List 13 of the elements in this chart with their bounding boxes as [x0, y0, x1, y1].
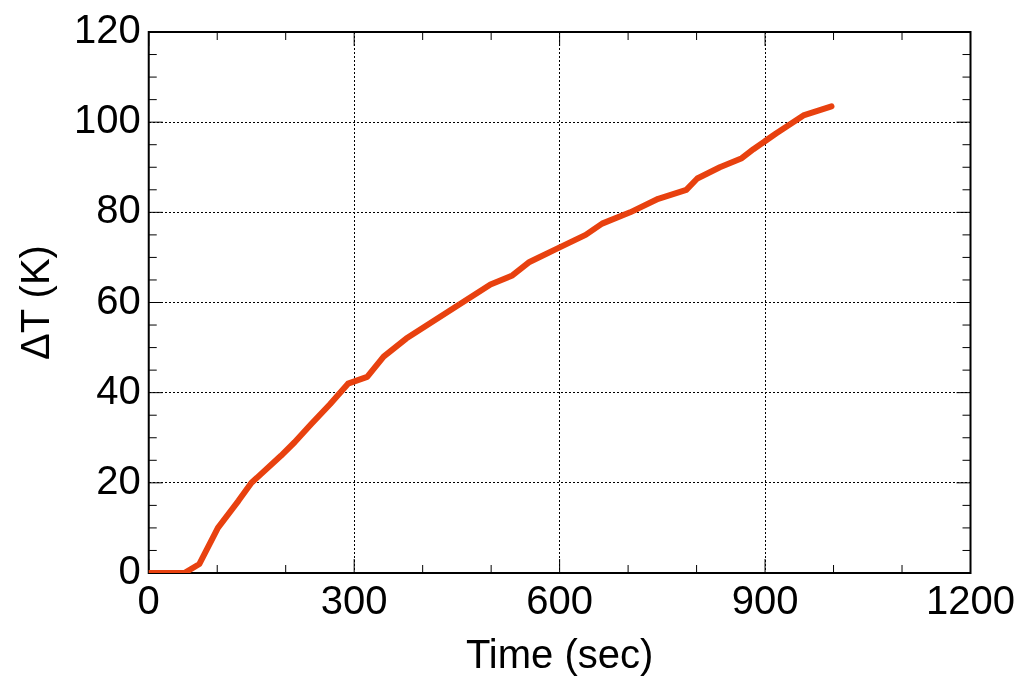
- y-tick-label: 60: [96, 277, 141, 322]
- x-tick-label: 1200: [926, 578, 1015, 623]
- x-axis-title: Time (sec): [465, 632, 654, 677]
- y-tick-label: 100: [73, 97, 141, 142]
- x-tick-label: 600: [526, 578, 593, 623]
- x-tick-label: 900: [731, 578, 799, 623]
- y-tick-label: 120: [73, 7, 141, 52]
- x-tick-label: 300: [320, 578, 388, 623]
- y-axis-title: ΔT (K): [13, 245, 58, 360]
- y-tick-label: 80: [96, 187, 141, 232]
- y-tick-label: 40: [96, 367, 141, 412]
- y-tick-label: 20: [96, 457, 141, 502]
- y-tick-label: 0: [118, 548, 141, 593]
